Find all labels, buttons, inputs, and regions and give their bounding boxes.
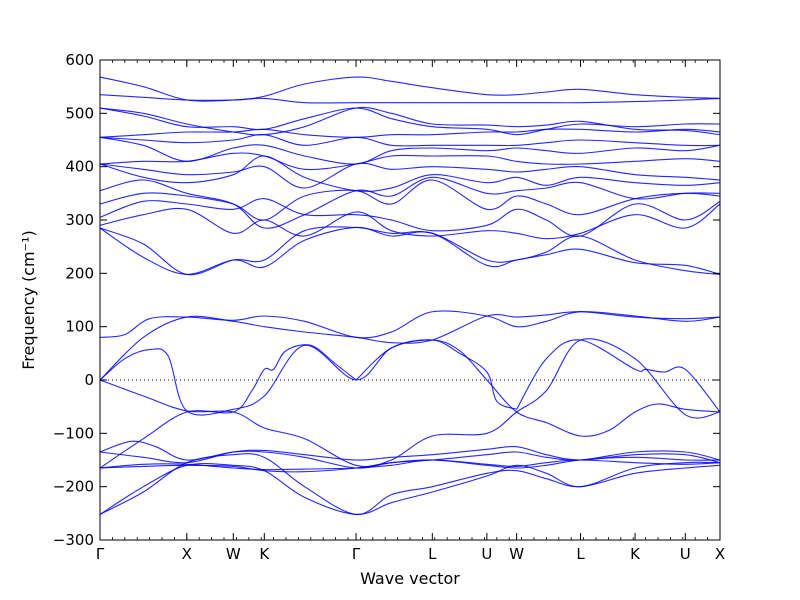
band-line-9 (355, 339, 517, 410)
y-tick-label: 300 (65, 211, 94, 229)
y-axis-title: Frequency (cm⁻¹) (19, 230, 38, 369)
band-line-2 (99, 461, 721, 515)
x-tick-label: K (259, 545, 270, 563)
band-line-28 (99, 94, 721, 104)
x-tick-label: Γ (96, 545, 105, 563)
x-tick-label: Γ (352, 545, 361, 563)
band-line-12 (99, 310, 721, 339)
bands-layer (99, 76, 721, 515)
band-line-15 (99, 226, 721, 276)
x-tick-label: L (576, 545, 585, 563)
band-line-22 (99, 152, 721, 171)
band-line-23 (99, 136, 721, 165)
band-line-8 (99, 344, 357, 469)
x-tick-label: X (715, 545, 725, 563)
y-tick-label: −200 (53, 478, 94, 496)
band-line-10 (516, 339, 721, 413)
band-line-24 (99, 134, 721, 147)
y-tick-label: 600 (65, 51, 94, 69)
x-tick-label: U (481, 545, 492, 563)
band-line-19 (99, 176, 721, 229)
y-tick-label: 0 (84, 371, 94, 389)
y-axis-ticks: −300 −200 −100 0 100 200 300 400 500 600 (53, 51, 720, 549)
x-tick-label: X (182, 545, 192, 563)
x-tick-label: W (509, 545, 524, 563)
band-line-17 (99, 198, 721, 237)
y-tick-label: 200 (65, 264, 94, 282)
band-line-6 (99, 445, 721, 464)
band-line-16 (99, 203, 721, 240)
y-tick-label: −100 (53, 424, 94, 442)
band-line-14 (99, 226, 721, 275)
x-tick-label: K (630, 545, 641, 563)
y-tick-label: 400 (65, 158, 94, 176)
band-line-27 (99, 106, 721, 136)
y-tick-label: −300 (53, 531, 94, 549)
band-line-18 (99, 179, 721, 221)
band-line-25 (99, 128, 721, 138)
y-tick-label: 500 (65, 104, 94, 122)
x-tick-label: U (680, 545, 691, 563)
band-line-21 (99, 162, 721, 189)
y-tick-label: 100 (65, 318, 94, 336)
x-axis-title: Wave vector (360, 569, 460, 588)
x-tick-label: W (226, 545, 241, 563)
x-tick-label: L (428, 545, 437, 563)
band-line-29 (99, 76, 721, 102)
band-line-13 (99, 311, 721, 381)
band-line-5 (99, 440, 721, 469)
band-line-11 (99, 338, 721, 468)
band-line-20 (99, 155, 721, 192)
